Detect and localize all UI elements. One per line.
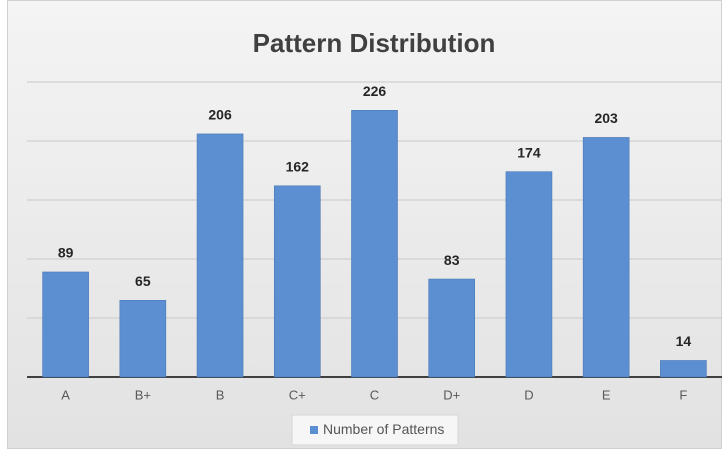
x-tick-label: E [602,387,611,402]
bar [196,133,244,378]
bar [119,299,167,378]
legend-swatch [310,426,318,434]
x-tick-label: D [524,387,533,402]
legend-box [291,414,459,446]
data-label: 89 [58,245,74,261]
data-label: 14 [676,333,692,349]
data-label: 83 [444,252,460,268]
data-label: 174 [517,144,541,160]
x-tick-label: C [370,387,379,402]
chart-title: Pattern Distribution [253,28,496,58]
x-tick-label: A [61,387,70,402]
x-tick-label: B+ [135,387,151,402]
x-tick-label: F [679,387,687,402]
bar [42,271,89,378]
bar [505,171,553,378]
data-label: 226 [363,83,387,99]
bar [351,110,398,378]
data-label: 162 [286,159,310,175]
x-tick-label: B [216,387,225,402]
legend-label: Number of Patterns [323,421,444,437]
x-tick-label: D+ [443,387,460,402]
data-label: 206 [208,107,232,123]
bar [660,360,707,378]
data-label: 65 [135,273,151,289]
x-tick-label: C+ [289,387,306,402]
bar [428,278,476,378]
data-label: 203 [594,110,618,126]
bar [273,185,321,378]
legend: Number of Patterns [291,414,459,446]
bar [582,137,630,378]
